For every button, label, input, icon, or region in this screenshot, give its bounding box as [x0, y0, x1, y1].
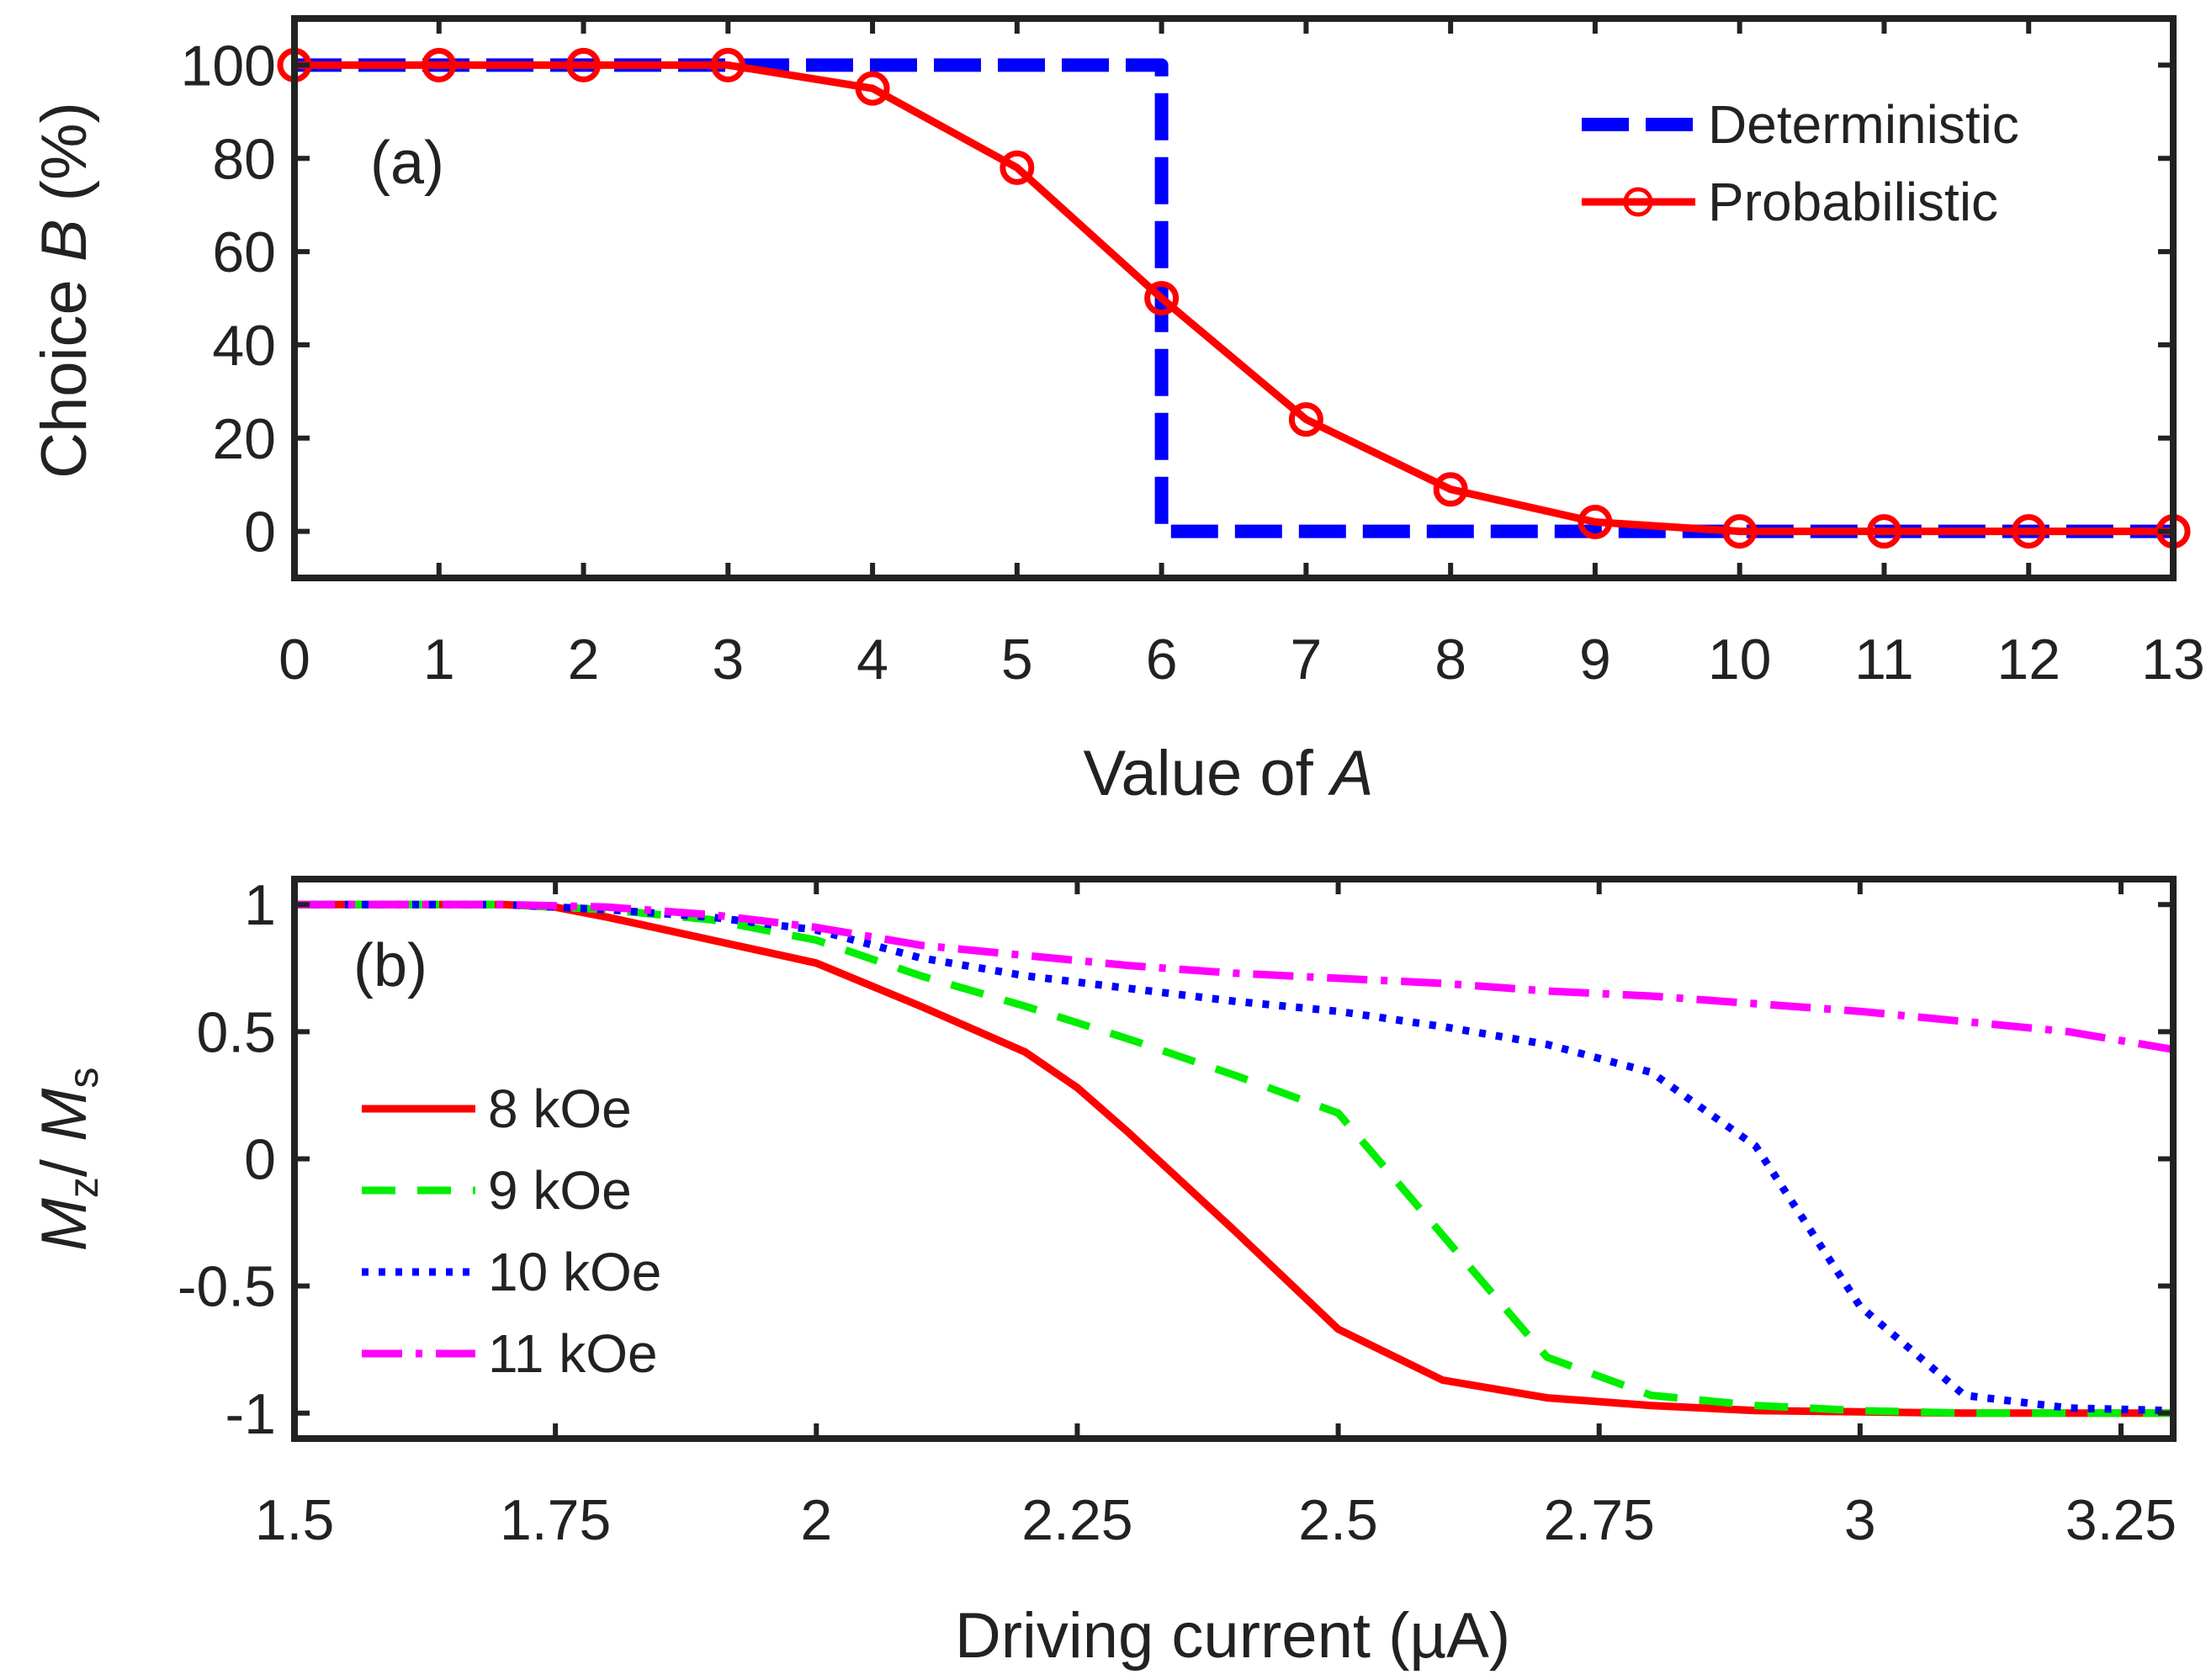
panel-a-series [277, 47, 2191, 549]
x-tick-label: 2 [568, 628, 600, 692]
y-tick-label: 80 [212, 127, 276, 191]
data-point-probabilistic [422, 47, 457, 82]
y-tick-label: -0.5 [178, 1255, 276, 1319]
panel-a-frame [291, 15, 2177, 581]
panel-b-label: (b) [353, 932, 427, 999]
data-point-probabilistic [1144, 281, 1180, 315]
x-tick-label: 6 [1146, 628, 1178, 692]
panel-b: 1.5 1.75 2 2.25 2.5 2.75 3 3.25 -1 -0.5 0 0.5 1 (b)… [29, 873, 2177, 1672]
panel-a-label: (a) [370, 130, 444, 197]
x-tick-label: 2.75 [1544, 1488, 1655, 1552]
y-tick-label: 40 [212, 314, 276, 378]
y-tick-label: -1 [225, 1382, 276, 1446]
data-point-probabilistic [1866, 514, 1901, 549]
y-tick-label: 20 [212, 407, 276, 471]
data-point-probabilistic [1722, 514, 1758, 549]
legend-label-probabilistic: Probabilistic [1708, 172, 1998, 232]
data-point-probabilistic [710, 47, 745, 82]
data-point-probabilistic [1578, 505, 1613, 539]
x-tick-label: 13 [2141, 628, 2205, 692]
x-tick-label: 8 [1434, 628, 1466, 692]
y-tick-label: 0 [244, 1128, 276, 1192]
panel-a-y-ticks: 0 20 40 60 80 100 [181, 34, 2173, 564]
x-tick-label: 4 [856, 628, 888, 692]
panel-a-x-axis-label: Value of A [1083, 738, 1373, 809]
y-tick-label: 1 [244, 873, 276, 937]
x-tick-label: 2.5 [1298, 1488, 1378, 1552]
data-point-probabilistic [855, 71, 890, 106]
panel-b-legend: 8 kOe 9 kOe 10 kOe 11 kOe [362, 1078, 661, 1384]
x-tick-label: 3 [712, 628, 744, 692]
series-line-10-koe [294, 900, 2174, 1415]
y-tick-label: 0 [244, 501, 276, 564]
y-tick-label: 100 [181, 34, 276, 98]
x-tick-label: 11 [1854, 628, 1914, 692]
x-tick-label: 12 [1997, 628, 2060, 692]
x-tick-label: 1.5 [255, 1488, 335, 1552]
x-tick-label: 2 [800, 1488, 832, 1552]
legend-label-deterministic: Deterministic [1708, 94, 2019, 155]
x-tick-label: 10 [1708, 628, 1772, 692]
data-point-probabilistic [1433, 472, 1468, 507]
x-tick-label: 0 [278, 628, 310, 692]
legend-label-10koe: 10 kOe [488, 1242, 661, 1302]
x-tick-label: 3.25 [2065, 1488, 2177, 1552]
y-tick-label: 60 [212, 220, 276, 284]
legend-marker-probabilistic [1623, 187, 1653, 217]
data-point-probabilistic [566, 47, 602, 82]
series-line-probabilistic [294, 61, 2173, 536]
data-point-probabilistic [1000, 150, 1035, 185]
data-point-probabilistic [1288, 402, 1323, 437]
x-tick-label: 3 [1844, 1488, 1876, 1552]
x-tick-label: 2.25 [1021, 1488, 1132, 1552]
legend-label-11koe: 11 kOe [488, 1323, 658, 1384]
panel-b-y-axis-label: Mz/ Ms [29, 1068, 107, 1252]
panel-a-x-ticks: 0 1 2 3 4 5 6 7 8 9 10 11 12 13 [278, 19, 2205, 692]
panel-b-y-ticks: -1 -0.5 0 0.5 1 [178, 873, 2173, 1446]
data-point-probabilistic [2011, 514, 2046, 549]
panel-b-x-axis-label: Driving current (µA) [955, 1600, 1510, 1672]
panel-a-y-axis-label: Choice B (%) [29, 102, 100, 479]
x-tick-label: 1.75 [500, 1488, 611, 1552]
panel-b-series [294, 900, 2174, 1418]
x-tick-label: 1 [423, 628, 455, 692]
panel-a-legend: Deterministic Probabilistic [1582, 94, 2019, 232]
y-tick-label: 0.5 [196, 1000, 276, 1064]
x-tick-label: 7 [1290, 628, 1322, 692]
x-tick-label: 5 [1001, 628, 1033, 692]
x-tick-label: 9 [1579, 628, 1611, 692]
panel-b-x-ticks: 1.5 1.75 2 2.25 2.5 2.75 3 3.25 [255, 879, 2177, 1552]
legend-label-9koe: 9 kOe [488, 1160, 632, 1221]
legend-label-8koe: 8 kOe [488, 1078, 632, 1139]
series-line-9-koe [294, 900, 2173, 1418]
series-line-11-koe [294, 900, 2174, 1053]
